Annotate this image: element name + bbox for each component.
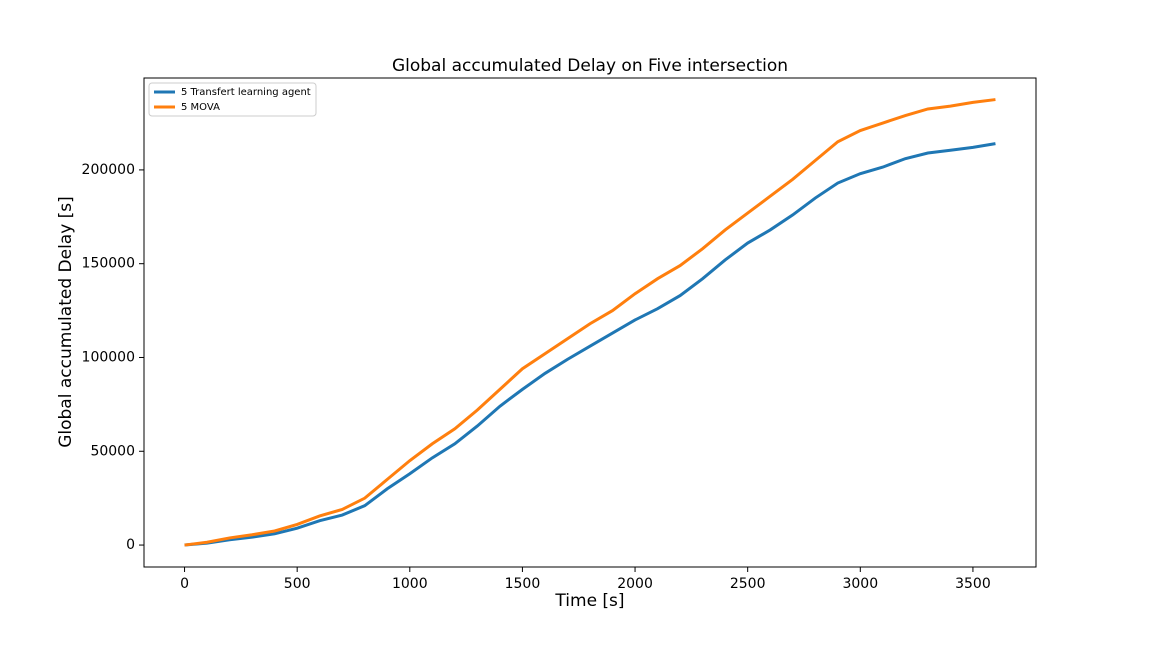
x-tick-label: 3500 — [955, 576, 991, 592]
legend-label: 5 MOVA — [181, 102, 220, 113]
legend-label: 5 Transfert learning agent — [181, 87, 311, 98]
y-tick-label: 50000 — [90, 443, 135, 459]
x-tick-label: 3000 — [842, 576, 878, 592]
x-tick-label: 2000 — [617, 576, 653, 592]
y-tick-label: 0 — [126, 537, 135, 553]
legend-box — [148, 82, 317, 117]
x-tick-label: 500 — [284, 576, 311, 592]
x-tick-label: 0 — [180, 576, 189, 592]
x-tick-label: 2500 — [730, 576, 766, 592]
y-tick-label: 100000 — [82, 349, 135, 365]
x-tick-label: 1000 — [392, 576, 428, 592]
data-line — [184, 142, 996, 547]
data-line — [184, 98, 996, 547]
x-tick-label: 1500 — [505, 576, 541, 592]
x-axis-label: Time [s] — [554, 591, 624, 611]
y-tick-label: 150000 — [82, 256, 135, 272]
plot-frame — [143, 77, 1037, 568]
y-tick-label: 200000 — [82, 162, 135, 178]
y-axis-label: Global accumulated Delay [s] — [56, 196, 76, 448]
chart-title: Global accumulated Delay on Five interse… — [392, 56, 788, 76]
